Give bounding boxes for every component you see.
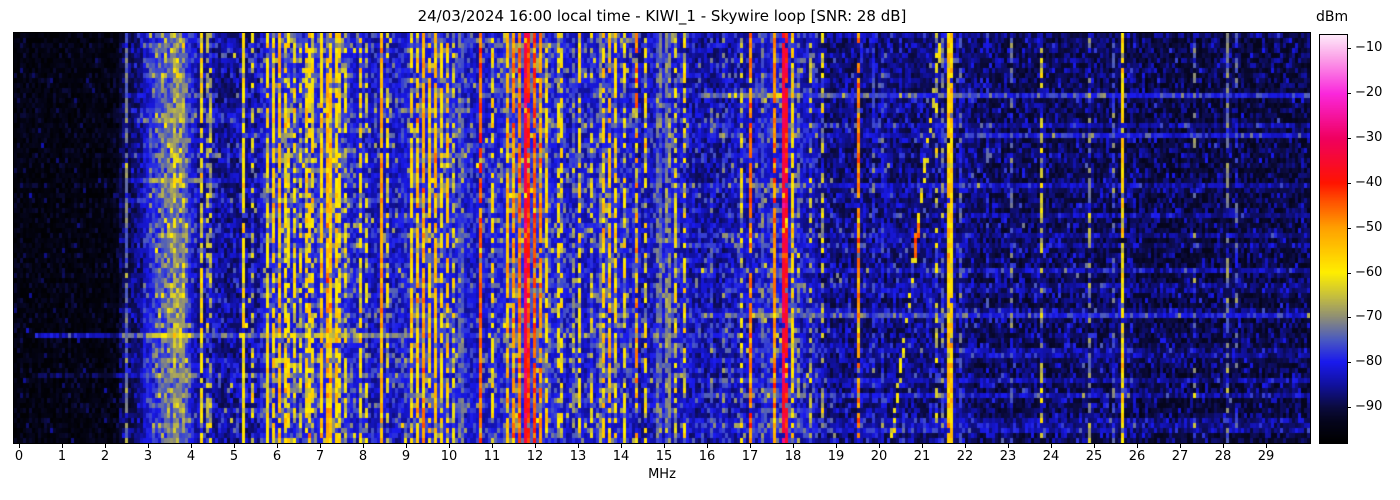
colorbar-tick-label: −40 xyxy=(1355,175,1383,190)
colorbar-tick-label: −30 xyxy=(1355,130,1383,145)
x-tick-label: 0 xyxy=(14,449,24,464)
x-tick-mark xyxy=(191,444,192,448)
colorbar-tick-label: −60 xyxy=(1355,265,1383,280)
colorbar-tick-mark xyxy=(1347,362,1351,363)
x-tick-label: 15 xyxy=(655,449,673,464)
colorbar-canvas xyxy=(1319,34,1348,444)
x-tick-mark xyxy=(836,444,837,448)
x-tick-label: 5 xyxy=(229,449,239,464)
x-tick-label: 25 xyxy=(1085,449,1103,464)
x-tick-label: 16 xyxy=(698,449,716,464)
x-tick-mark xyxy=(1094,444,1095,448)
x-tick-label: 11 xyxy=(483,449,501,464)
x-tick-mark xyxy=(363,444,364,448)
x-tick-mark xyxy=(406,444,407,448)
x-tick-mark xyxy=(1137,444,1138,448)
x-tick-label: 13 xyxy=(569,449,587,464)
x-tick-mark xyxy=(492,444,493,448)
x-tick-label: 6 xyxy=(272,449,282,464)
x-tick-label: 29 xyxy=(1257,449,1275,464)
x-tick-label: 19 xyxy=(827,449,845,464)
x-tick-label: 21 xyxy=(913,449,931,464)
x-tick-mark xyxy=(621,444,622,448)
x-tick-label: 2 xyxy=(100,449,110,464)
x-tick-mark xyxy=(1223,444,1224,448)
colorbar-tick-mark xyxy=(1347,228,1351,229)
colorbar-tick-label: −80 xyxy=(1355,354,1383,369)
colorbar-unit-label: dBm xyxy=(1316,9,1349,25)
x-tick-label: 3 xyxy=(143,449,153,464)
colorbar-tick-label: −90 xyxy=(1355,399,1383,414)
x-tick-label: 26 xyxy=(1128,449,1146,464)
colorbar-tick-mark xyxy=(1347,48,1351,49)
colorbar-tick-mark xyxy=(1347,317,1351,318)
x-tick-mark xyxy=(19,444,20,448)
x-tick-label: 7 xyxy=(315,449,325,464)
x-tick-mark xyxy=(750,444,751,448)
x-tick-mark xyxy=(148,444,149,448)
x-tick-mark xyxy=(664,444,665,448)
colorbar-tick-label: −50 xyxy=(1355,220,1383,235)
x-tick-mark xyxy=(1266,444,1267,448)
x-tick-mark xyxy=(320,444,321,448)
x-tick-label: 28 xyxy=(1214,449,1232,464)
x-tick-mark xyxy=(449,444,450,448)
colorbar-tick-mark xyxy=(1347,93,1351,94)
x-tick-label: 8 xyxy=(358,449,368,464)
colorbar-tick-label: −70 xyxy=(1355,309,1383,324)
colorbar-tick-mark xyxy=(1347,273,1351,274)
x-tick-mark xyxy=(277,444,278,448)
x-tick-label: 22 xyxy=(956,449,974,464)
colorbar-tick-mark xyxy=(1347,183,1351,184)
chart-title: 24/03/2024 16:00 local time - KIWI_1 - S… xyxy=(417,7,907,25)
x-axis-label: MHz xyxy=(648,467,676,482)
x-tick-label: 9 xyxy=(401,449,411,464)
x-tick-mark xyxy=(1180,444,1181,448)
spectrogram-canvas xyxy=(13,32,1311,444)
x-tick-mark xyxy=(922,444,923,448)
x-tick-label: 18 xyxy=(784,449,802,464)
x-tick-label: 12 xyxy=(526,449,544,464)
x-tick-mark xyxy=(1051,444,1052,448)
colorbar-tick-mark xyxy=(1347,407,1351,408)
colorbar-tick-mark xyxy=(1347,138,1351,139)
x-tick-mark xyxy=(105,444,106,448)
x-tick-label: 14 xyxy=(612,449,630,464)
colorbar-tick-label: −10 xyxy=(1355,40,1383,55)
x-tick-mark xyxy=(62,444,63,448)
x-tick-label: 27 xyxy=(1171,449,1189,464)
x-tick-mark xyxy=(1008,444,1009,448)
x-tick-label: 17 xyxy=(741,449,759,464)
x-tick-mark xyxy=(793,444,794,448)
x-tick-label: 1 xyxy=(57,449,67,464)
x-tick-mark xyxy=(707,444,708,448)
x-tick-label: 4 xyxy=(186,449,196,464)
x-tick-label: 10 xyxy=(440,449,458,464)
x-tick-mark xyxy=(578,444,579,448)
x-tick-mark xyxy=(535,444,536,448)
x-tick-label: 23 xyxy=(999,449,1017,464)
x-tick-mark xyxy=(879,444,880,448)
x-tick-label: 20 xyxy=(870,449,888,464)
colorbar-tick-label: −20 xyxy=(1355,85,1383,100)
x-tick-label: 24 xyxy=(1042,449,1060,464)
x-tick-mark xyxy=(965,444,966,448)
x-tick-mark xyxy=(234,444,235,448)
